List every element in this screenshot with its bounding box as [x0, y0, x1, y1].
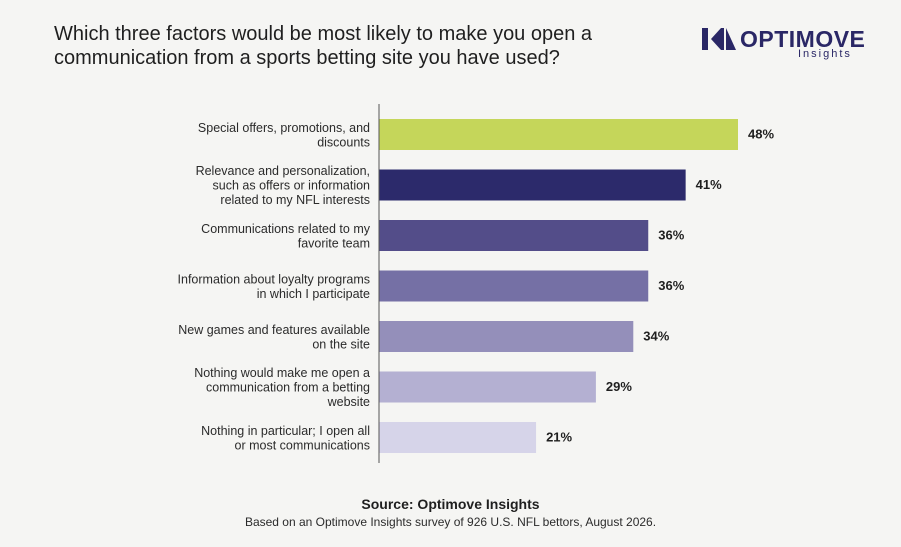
category-label-3: Communications related to my favorite tea…: [201, 222, 371, 251]
optimove-logo: OPTIMOVE Insights: [702, 24, 872, 64]
category-label-6: Nothing would make me open a communicatio…: [194, 366, 370, 409]
category-label-4: Information about loyalty programs in whi…: [178, 272, 371, 301]
bar-5: [379, 321, 634, 352]
bar-7: [379, 422, 537, 453]
optimove-logo-icon: [702, 28, 736, 50]
value-label-3: 36%: [658, 228, 684, 243]
brand-sub: Insights: [798, 48, 852, 60]
brand-name: OPTIMOVE: [740, 26, 866, 52]
survey-note: Based on an Optimove Insights survey of …: [244, 515, 657, 529]
value-label-7: 21%: [546, 430, 572, 445]
bar-1: [379, 119, 738, 150]
value-label-4: 36%: [658, 278, 684, 293]
category-label-7: Nothing in particular; I open all or most…: [201, 424, 370, 453]
chart-title: Which three factors would be most likely…: [54, 23, 593, 69]
bar-2: [379, 169, 686, 201]
category-label-1: Special offers, promotions, and discounts: [198, 121, 370, 150]
bar-6: [379, 371, 596, 403]
category-label-2: Relevance and personalization, such as of…: [196, 164, 370, 207]
bar-3: [379, 220, 649, 251]
bar-chart: 48% Special offers, promotions, and discou…: [178, 104, 774, 463]
value-label-2: 41%: [696, 177, 722, 192]
category-label-5: New games and features available on the s…: [178, 323, 370, 352]
value-label-5: 34%: [643, 329, 669, 344]
value-label-1: 48%: [748, 127, 774, 142]
bar-4: [379, 270, 649, 302]
source-text: Source: Optimove Insights: [361, 496, 540, 512]
value-label-6: 29%: [606, 379, 632, 394]
